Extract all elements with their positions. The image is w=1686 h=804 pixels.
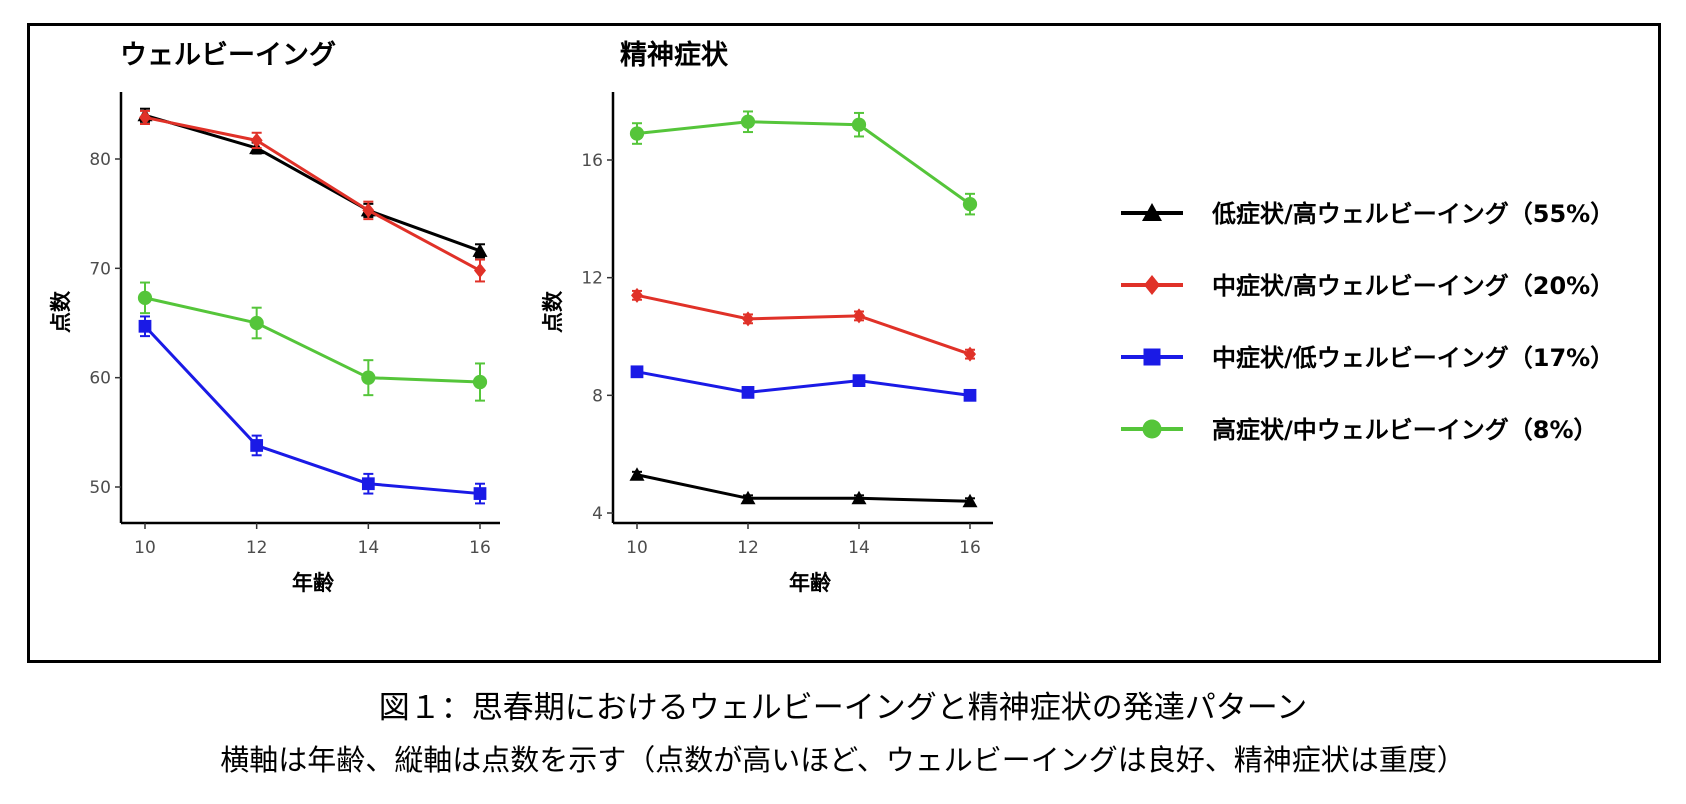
panel-0-series-3-point: [361, 370, 376, 385]
panel-0-series-1-point: [250, 132, 263, 148]
panel-1-series-1-point: [742, 311, 754, 327]
panel-1-x-axis-label: 年齢: [789, 571, 832, 595]
panel-1-series-2-point: [963, 388, 977, 402]
legend-item-2-label: 中症状/低ウェルビーイング（17%）: [1212, 344, 1614, 372]
panel-1-series-1-line: [636, 293, 971, 356]
panel-1-y-axis-label: 点数: [541, 290, 565, 333]
legend-item-0-label: 低症状/高ウェルビーイング（55%）: [1211, 200, 1614, 228]
panel-0-series-2-point: [138, 319, 152, 333]
panel-1-series-1-point: [631, 287, 643, 303]
panel-0-series-2-line: [143, 325, 481, 496]
panel-0-series-2-point: [250, 439, 264, 452]
panel-0-series-2-point: [361, 477, 375, 491]
panel-0-series-2-point: [473, 487, 487, 500]
panel-0-y-tick-label: 50: [89, 478, 111, 498]
figure-plot: ウェルビーイング 50 60 70 80 10 12 14 16 年齢 点数 精神症状 4 8 12 16 10…: [49, 39, 1614, 595]
panel-1-series-3-line: [636, 120, 971, 206]
panel-0-series-3-point: [249, 315, 264, 331]
panel-1-y-tick-label: 8: [592, 386, 603, 406]
panel-0-y-axis-label: 点数: [49, 290, 73, 333]
panel-0-series-1-point: [474, 263, 486, 279]
panel-0-series-3-point: [472, 374, 488, 390]
panel-1-series-3-point: [740, 114, 756, 129]
panel-0-series-1-point: [362, 202, 375, 218]
panel-1-series-0-point: [740, 490, 756, 505]
panel-0-series-1-point: [139, 109, 151, 125]
panel-1-y-tick-label: 12: [581, 269, 603, 289]
panel-0-series-3-line: [144, 296, 481, 384]
panel-1-series-2-point: [852, 374, 866, 387]
panel-0-x-tick-label: 10: [134, 538, 156, 558]
panel-0-series-0-line: [144, 113, 481, 253]
panel-1-series-2-point: [741, 386, 755, 399]
panel-0-x-tick-label: 14: [358, 538, 380, 558]
panel-1-x-tick-label: 12: [737, 538, 759, 558]
panel-1-y-tick-label: 4: [592, 504, 603, 524]
panel-0-title: ウェルビーイング: [120, 39, 336, 71]
panel-0-y-tick-label: 70: [89, 259, 111, 279]
panel-1-series-0-point: [629, 467, 645, 481]
panel-0-x-axis-label: 年齢: [292, 571, 335, 595]
panel-1-series-0-point: [962, 493, 978, 508]
panel-1-series-0-line: [636, 473, 971, 503]
panel-1-series-1-point: [964, 346, 976, 362]
panel-1-title: 精神症状: [620, 40, 729, 71]
figure-caption-title: 図１：思春期におけるウェルビーイングと精神症状の発達パターン: [378, 690, 1308, 726]
legend-item-0-marker: [1142, 203, 1162, 221]
panel-1-series-2-line: [636, 370, 971, 397]
panel-1-y-tick-label: 16: [581, 151, 603, 171]
panel-1-series-3-point: [851, 117, 867, 132]
panel-1-series-1-point: [853, 308, 865, 324]
panel-0-series-1-line: [144, 115, 481, 272]
panel-1-series-0-point: [851, 490, 867, 505]
panel-1-x-tick-label: 10: [626, 538, 648, 558]
legend-item-3-label: 高症状/中ウェルビーイング（8%）: [1212, 416, 1598, 444]
panel-0-series-0-point: [472, 243, 488, 257]
panel-0-y-tick-label: 60: [89, 369, 111, 389]
panel-1-series-2-point: [630, 365, 644, 379]
panel-0-series-3-point: [137, 290, 153, 305]
legend-item-3-marker: [1142, 419, 1162, 439]
panel-1-x-tick-label: 16: [959, 538, 981, 558]
panel-1-series-3-point: [629, 126, 645, 141]
legend-item-2-marker: [1143, 348, 1161, 366]
figure-caption-subtitle: 横軸は年齢、縦軸は点数を示す（点数が高いほど、ウェルビーイングは良好、精神症状は…: [220, 743, 1466, 777]
panel-1-x-tick-label: 14: [848, 538, 870, 558]
panel-0-x-tick-label: 16: [469, 538, 491, 558]
panel-1-series-3-point: [962, 197, 978, 212]
legend-item-1-marker: [1144, 275, 1160, 295]
panel-0-y-tick-label: 80: [89, 150, 111, 170]
legend-item-1-label: 中症状/高ウェルビーイング（20%）: [1212, 272, 1614, 300]
panel-0-x-tick-label: 12: [246, 538, 268, 558]
